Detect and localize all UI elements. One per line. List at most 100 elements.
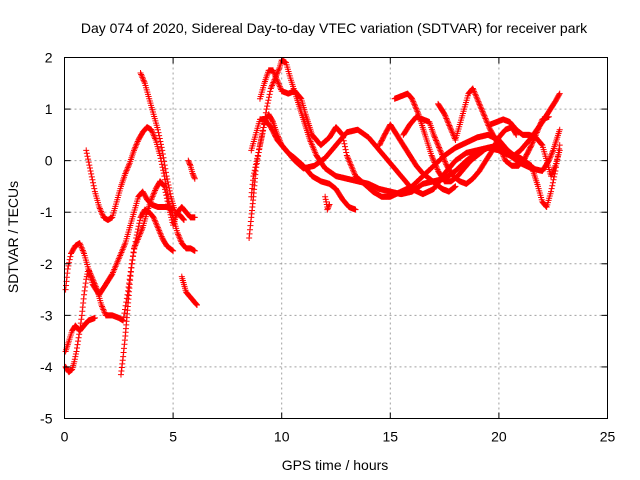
data-point — [162, 165, 169, 172]
x-tick-label: 20 — [491, 429, 507, 445]
data-points — [62, 57, 563, 378]
data-point — [168, 246, 175, 253]
data-point — [134, 236, 141, 243]
data-point — [125, 287, 132, 294]
data-point — [482, 115, 489, 122]
data-point — [250, 173, 257, 180]
data-point — [132, 240, 139, 247]
data-point — [71, 356, 78, 363]
data-point — [191, 247, 198, 254]
data-point — [439, 151, 446, 158]
data-point — [74, 341, 81, 348]
data-point — [547, 153, 554, 160]
data-point — [180, 216, 187, 223]
data-point — [549, 148, 556, 155]
data-point — [164, 191, 171, 198]
series-track-06 — [137, 69, 187, 223]
x-tick-label: 25 — [600, 429, 616, 445]
data-point — [479, 108, 486, 115]
data-point — [452, 183, 459, 190]
data-point — [72, 351, 79, 358]
data-point — [272, 73, 279, 80]
data-point — [276, 83, 283, 90]
data-point — [538, 141, 545, 148]
data-point — [175, 231, 182, 238]
data-point — [163, 173, 170, 180]
data-point — [545, 113, 552, 120]
data-point — [174, 229, 181, 236]
data-point — [430, 158, 437, 165]
data-point — [445, 121, 452, 128]
data-point — [469, 85, 476, 92]
data-point — [75, 334, 82, 341]
data-point — [441, 157, 448, 164]
data-point — [83, 276, 90, 283]
data-point — [483, 116, 490, 123]
data-point — [140, 75, 147, 82]
data-point — [498, 147, 505, 154]
data-point — [128, 260, 135, 267]
data-point — [433, 163, 440, 170]
data-point — [158, 144, 165, 151]
data-point — [99, 303, 106, 310]
data-point — [186, 161, 193, 168]
data-point — [134, 138, 141, 145]
series-track-12 — [248, 116, 563, 198]
data-point — [267, 88, 274, 95]
data-point — [410, 98, 417, 105]
data-point — [88, 273, 95, 280]
data-point — [269, 117, 276, 124]
data-point — [413, 107, 420, 114]
data-point — [159, 151, 166, 158]
data-point — [167, 190, 174, 197]
data-point — [89, 274, 96, 281]
data-point — [548, 173, 555, 180]
data-point — [153, 221, 160, 228]
data-point — [297, 95, 304, 102]
data-point — [538, 119, 545, 126]
data-point — [414, 108, 421, 115]
data-point — [139, 226, 146, 233]
data-point — [275, 66, 282, 73]
data-point — [549, 170, 556, 177]
data-point — [186, 160, 193, 167]
data-point — [75, 338, 82, 345]
data-point — [124, 164, 131, 171]
data-point — [535, 125, 542, 132]
series-track-14 — [391, 90, 487, 185]
data-point — [276, 82, 283, 89]
data-point — [345, 155, 352, 162]
data-point — [78, 244, 85, 251]
data-point — [409, 95, 416, 102]
data-point — [549, 182, 556, 189]
data-point — [351, 170, 358, 177]
data-point — [322, 193, 329, 200]
data-point — [341, 143, 348, 150]
data-point — [251, 170, 258, 177]
series-track-03 — [62, 206, 177, 376]
data-point — [475, 98, 482, 105]
data-point — [161, 162, 168, 169]
data-point — [86, 268, 93, 275]
data-point — [471, 89, 478, 96]
data-point — [152, 218, 159, 225]
data-point — [411, 101, 418, 108]
data-point — [342, 146, 349, 153]
data-point — [546, 156, 553, 163]
data-point — [254, 155, 261, 162]
data-point — [97, 207, 104, 214]
data-point — [73, 345, 80, 352]
y-tick-label: -4 — [40, 359, 53, 375]
data-point — [264, 103, 271, 110]
data-point — [193, 301, 200, 308]
data-point — [549, 168, 556, 175]
data-point — [130, 249, 137, 256]
data-point — [543, 203, 550, 210]
data-point — [483, 118, 490, 125]
data-point — [77, 323, 84, 330]
data-point — [138, 227, 145, 234]
data-point — [193, 302, 200, 309]
data-point — [129, 253, 136, 260]
data-point — [536, 123, 543, 130]
data-point — [149, 194, 156, 201]
